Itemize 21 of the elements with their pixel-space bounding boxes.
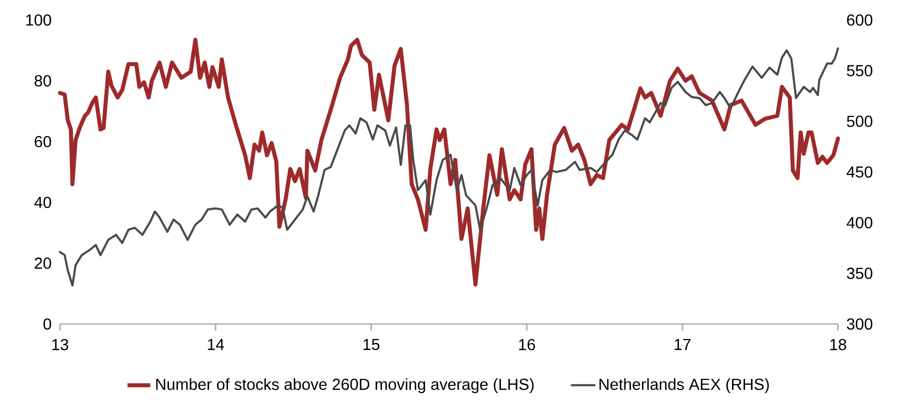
x-tick-label: 17 bbox=[674, 338, 690, 350]
legend-label: Number of stocks above 260D moving average (LHS) bbox=[156, 378, 534, 394]
y-tick-label: 20 bbox=[34, 258, 52, 269]
x-tick-label: 13 bbox=[52, 338, 68, 350]
x-tick-label: 18 bbox=[830, 338, 846, 350]
y2-tick-label: 550 bbox=[846, 65, 872, 76]
y2-tick-label: 350 bbox=[846, 268, 872, 279]
y2-tick-label: 450 bbox=[846, 166, 872, 178]
y2-tick-label: 500 bbox=[846, 116, 872, 127]
y-tick-label: 40 bbox=[34, 196, 52, 208]
y-tick-label: 60 bbox=[34, 136, 52, 148]
x-tick-label: 15 bbox=[364, 338, 380, 350]
y-tick-label: 80 bbox=[34, 75, 52, 86]
legend-label: Netherlands AEX (RHS) bbox=[600, 378, 769, 394]
x-tick-label: 14 bbox=[208, 338, 224, 350]
y2-tick-label: 300 bbox=[846, 318, 872, 330]
y2-tick-label: 400 bbox=[846, 217, 872, 228]
y-tick-label: 100 bbox=[26, 14, 52, 26]
x-tick-label: 16 bbox=[519, 338, 535, 350]
y-tick-label: 0 bbox=[43, 318, 52, 330]
y2-tick-label: 600 bbox=[847, 14, 872, 26]
